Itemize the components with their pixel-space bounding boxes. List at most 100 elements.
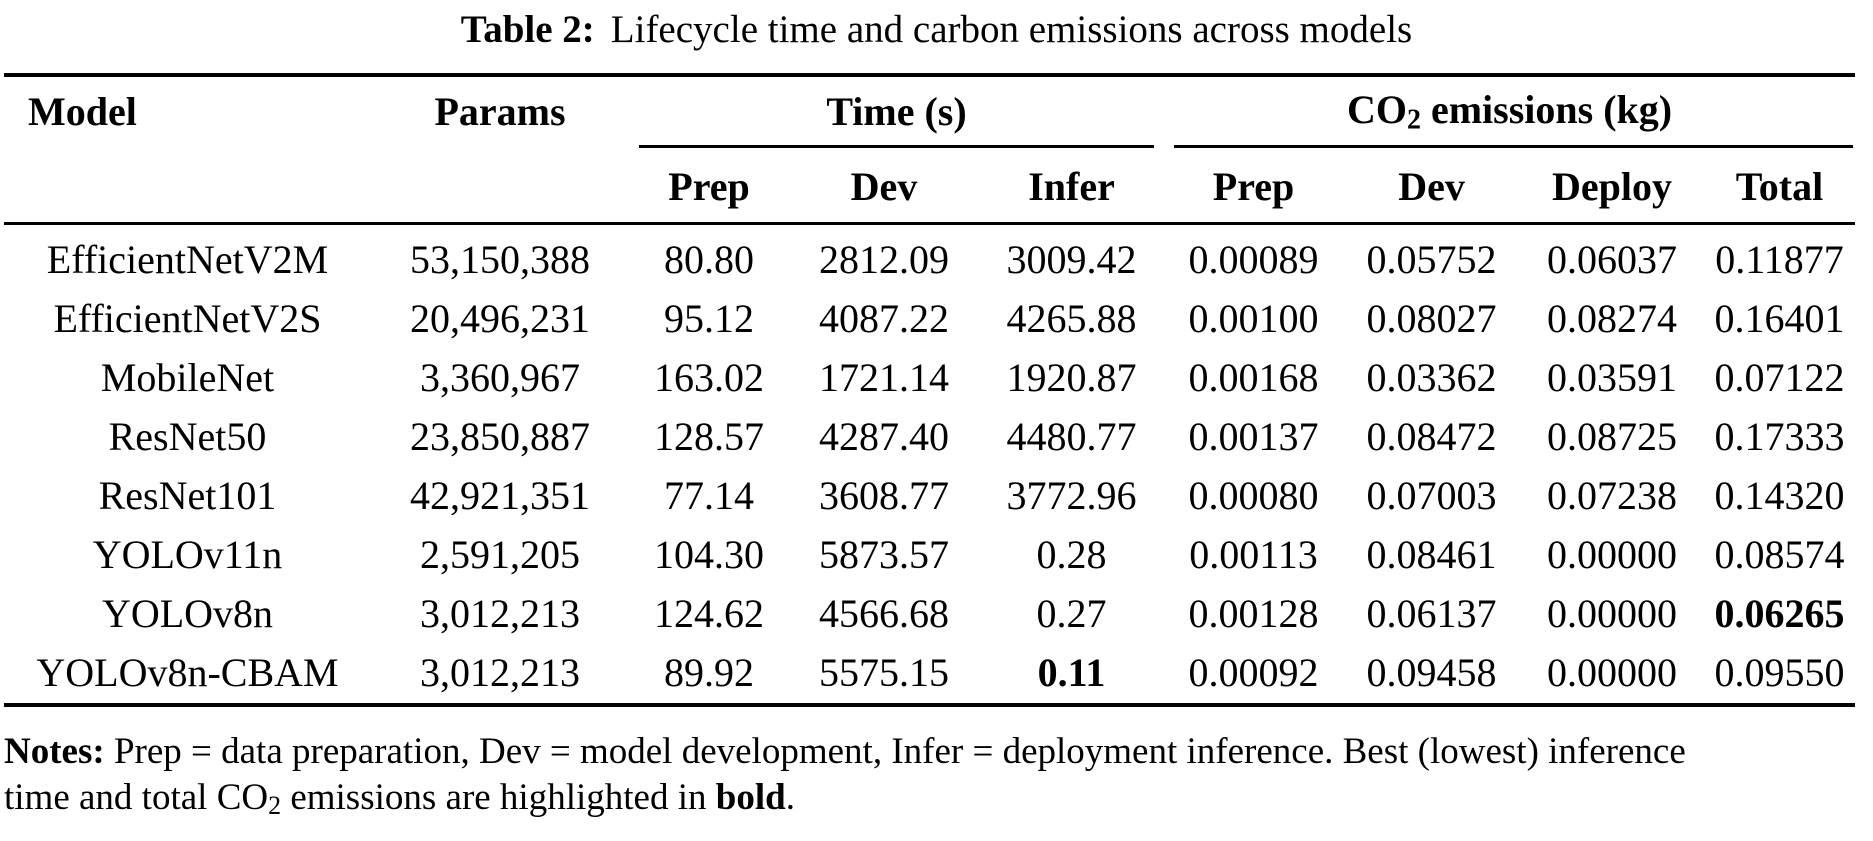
cell-co2-deploy: 0.03591 — [1547, 355, 1678, 400]
table-figure: Table 2: Lifecycle time and carbon emissi… — [0, 6, 1873, 841]
table-caption: Table 2: Lifecycle time and carbon emissi… — [0, 6, 1873, 53]
cell-co2-dev: 0.08027 — [1366, 296, 1497, 341]
cell-model: YOLOv8n — [101, 591, 274, 636]
table-row: ResNet101 42,921,351 77.14 3608.77 3772.96 0.… — [4, 467, 1855, 526]
cell-params: 3,360,967 — [420, 355, 580, 400]
cell-time-prep: 77.14 — [664, 473, 754, 518]
co2-group-rule — [1174, 145, 1854, 148]
header-time-prep: Prep — [629, 151, 789, 225]
cell-time-dev: 4087.22 — [819, 296, 949, 341]
table-row: ResNet50 23,850,887 128.57 4287.40 4480.77 0.… — [4, 408, 1855, 467]
cell-model: YOLOv8n-CBAM — [36, 650, 339, 695]
cell-co2-total: 0.14320 — [1714, 473, 1845, 518]
cell-co2-total: 0.09550 — [1714, 650, 1845, 695]
header-model: Model — [28, 88, 137, 134]
table-caption-text: Lifecycle time and carbon emissions acro… — [610, 8, 1413, 51]
cell-co2-prep: 0.00080 — [1188, 473, 1319, 518]
notes-co2-subscript: 2 — [268, 790, 282, 820]
cell-co2-prep: 0.00092 — [1188, 650, 1319, 695]
header-co2-group-pre: CO — [1346, 86, 1407, 132]
cell-time-dev: 2812.09 — [819, 237, 949, 282]
cell-co2-deploy: 0.00000 — [1547, 532, 1678, 577]
notes-line-2: time and total CO2 emissions are highlig… — [4, 775, 1865, 829]
group-rule-row — [4, 145, 1855, 151]
cell-time-infer: 3772.96 — [1006, 473, 1137, 518]
header-params: Params — [434, 88, 566, 134]
sub-header-row: Prep Dev Infer Prep Dev Deploy Total — [4, 151, 1856, 225]
cell-co2-prep: 0.00089 — [1188, 237, 1319, 282]
cell-time-prep: 124.62 — [654, 591, 764, 636]
header-time-group: Time (s) — [629, 75, 1164, 145]
cell-model: MobileNet — [100, 355, 275, 400]
cell-co2-prep: 0.00168 — [1188, 355, 1319, 400]
cell-params: 3,012,213 — [420, 650, 580, 695]
notes: Notes: Prep = data preparation, Dev = mo… — [4, 729, 1865, 829]
lifecycle-table: Model Params Time (s) CO2 emissions (kg)… — [4, 73, 1856, 707]
cell-co2-dev: 0.08461 — [1366, 532, 1497, 577]
cell-co2-total: 0.16401 — [1714, 296, 1845, 341]
cell-model: ResNet101 — [98, 473, 277, 518]
cell-co2-deploy: 0.00000 — [1547, 591, 1678, 636]
cell-time-prep: 80.80 — [664, 237, 754, 282]
cell-co2-dev: 0.06137 — [1366, 591, 1497, 636]
cell-model: EfficientNetV2S — [53, 296, 322, 341]
cell-time-dev: 5873.57 — [819, 532, 949, 577]
table-row: EfficientNetV2M 53,150,388 80.80 2812.09 300… — [4, 223, 1855, 290]
cell-params: 20,496,231 — [410, 296, 590, 341]
cell-co2-dev: 0.07003 — [1366, 473, 1497, 518]
cell-co2-deploy: 0.08274 — [1547, 296, 1678, 341]
cell-co2-deploy: 0.07238 — [1547, 473, 1678, 518]
header-co2-dev: Dev — [1343, 151, 1521, 225]
header-time-group-label: Time (s) — [826, 88, 967, 134]
cell-co2-dev: 0.09458 — [1366, 650, 1497, 695]
header-time-infer: Infer — [979, 151, 1165, 225]
table-row: EfficientNetV2S 20,496,231 95.12 4087.22 426… — [4, 290, 1855, 349]
sub-header-spacer — [4, 151, 629, 225]
header-co2-group: CO2 emissions (kg) — [1164, 75, 1855, 145]
cell-time-infer: 0.27 — [1036, 591, 1107, 636]
time-group-rule — [639, 145, 1155, 148]
table-row: YOLOv8n-CBAM 3,012,213 89.92 5575.15 0.11 0.0… — [4, 644, 1855, 705]
cell-co2-deploy: 0.00000 — [1547, 650, 1678, 695]
cell-co2-dev: 0.03362 — [1366, 355, 1497, 400]
cell-time-prep: 89.92 — [664, 650, 754, 695]
cell-time-dev: 1721.14 — [819, 355, 949, 400]
cell-time-dev: 4287.40 — [819, 414, 949, 459]
cell-time-infer: 0.28 — [1036, 532, 1107, 577]
cell-params: 23,850,887 — [410, 414, 590, 459]
cell-params: 42,921,351 — [410, 473, 590, 518]
notes-label: Notes: — [4, 730, 105, 772]
notes-line-2-mid: emissions are highlighted in — [281, 776, 716, 818]
cell-co2-prep: 0.00113 — [1189, 532, 1318, 577]
cell-params: 2,591,205 — [420, 532, 580, 577]
group-header-row: Model Params Time (s) CO2 emissions (kg) — [4, 75, 1855, 145]
cell-time-dev: 5575.15 — [819, 650, 949, 695]
cell-time-prep: 128.57 — [654, 414, 764, 459]
header-co2-subscript: 2 — [1406, 104, 1421, 136]
table-row: YOLOv11n 2,591,205 104.30 5873.57 0.28 0.0011… — [4, 526, 1855, 585]
notes-line-1: Notes: Prep = data preparation, Dev = mo… — [4, 729, 1865, 775]
cell-time-infer: 3009.42 — [1006, 237, 1137, 282]
table-row: YOLOv8n 3,012,213 124.62 4566.68 0.27 0.00128… — [4, 585, 1855, 644]
cell-model: YOLOv11n — [92, 532, 283, 577]
cell-co2-total: 0.08574 — [1714, 532, 1845, 577]
table-row: MobileNet 3,360,967 163.02 1721.14 1920.87 0.… — [4, 349, 1855, 408]
cell-co2-total: 0.07122 — [1714, 355, 1845, 400]
cell-co2-prep: 0.00100 — [1188, 296, 1319, 341]
notes-bold-word: bold — [715, 776, 786, 818]
cell-time-infer: 0.11 — [1037, 650, 1106, 695]
cell-params: 53,150,388 — [410, 237, 590, 282]
notes-line-2-pre: time and total CO — [4, 776, 269, 818]
cell-co2-deploy: 0.08725 — [1547, 414, 1678, 459]
cell-co2-deploy: 0.06037 — [1547, 237, 1678, 282]
cell-model: ResNet50 — [108, 414, 267, 459]
header-co2-group-post: emissions (kg) — [1420, 86, 1673, 132]
header-time-dev: Dev — [789, 151, 979, 225]
table-body: EfficientNetV2M 53,150,388 80.80 2812.09 300… — [4, 223, 1855, 705]
header-co2-deploy: Deploy — [1520, 151, 1705, 225]
cell-time-infer: 4265.88 — [1006, 296, 1137, 341]
cell-time-prep: 95.12 — [664, 296, 754, 341]
header-co2-prep: Prep — [1164, 151, 1344, 225]
cell-co2-dev: 0.05752 — [1366, 237, 1497, 282]
cell-time-dev: 3608.77 — [819, 473, 949, 518]
